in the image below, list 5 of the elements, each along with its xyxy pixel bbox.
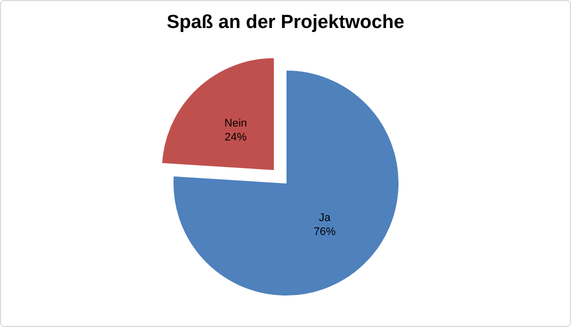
data-label: 24%	[224, 131, 247, 144]
chart-title: Spaß an der Projektwoche	[166, 12, 404, 33]
slice-label: Nein	[224, 117, 247, 130]
slice-label: Ja	[318, 212, 332, 224]
data-label: 76%	[314, 226, 336, 238]
